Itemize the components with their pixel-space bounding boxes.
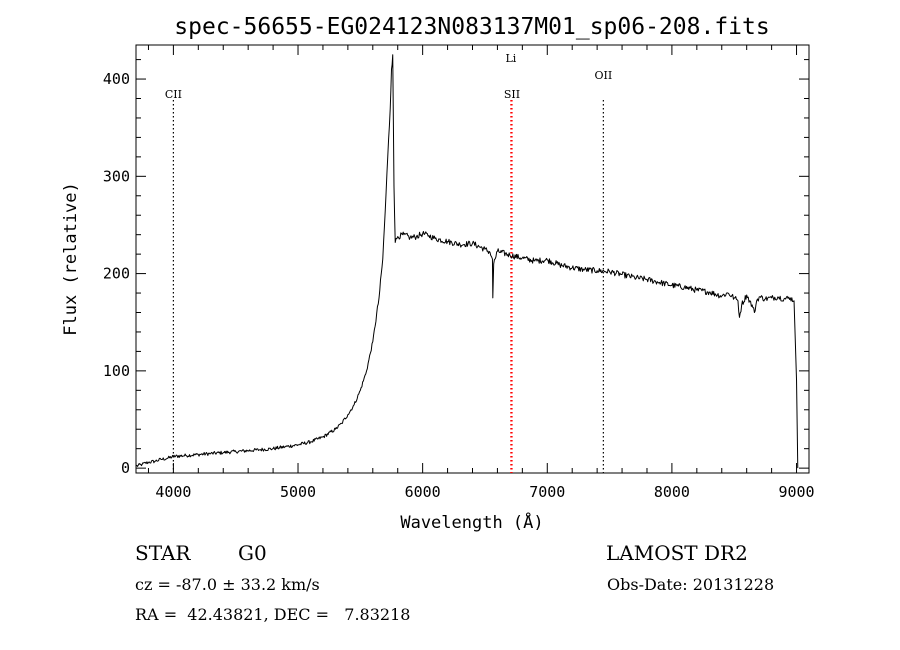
y-tick-label: 200 [103,265,130,283]
x-axis-label: Wavelength (Å) [400,511,543,533]
class-label: STAR [135,541,191,565]
annotation-labels: CII Li SII OII [165,52,612,101]
axis-ticks [136,45,809,473]
axis-tick-labels: 4000 5000 6000 7000 8000 9000 0 100 200 300 400 [103,70,815,501]
y-tick-label: 300 [103,167,130,185]
annotation-label-1: Li [505,52,516,65]
subclass-label: G0 [238,541,267,565]
y-tick-label: 0 [121,459,130,477]
x-tick-label: 7000 [529,483,565,501]
spectrum-line-0 [135,54,799,469]
y-tick-label: 100 [103,362,130,380]
obs-date-text: Obs-Date: 20131228 [607,575,775,594]
chart-title: spec-56655-EG024123N083137M01_sp06-208.f… [174,14,769,40]
x-tick-label: 6000 [405,483,441,501]
plot-frame [135,44,810,474]
annotation-label-3: OII [595,69,613,82]
y-tick-label: 400 [103,70,130,88]
annotation-label-0: CII [165,88,182,101]
survey-label: LAMOST DR2 [606,541,748,565]
x-tick-label: 4000 [155,483,191,501]
x-tick-label: 9000 [778,483,814,501]
annotation-lines [172,100,604,473]
x-tick-label: 8000 [654,483,690,501]
series-layer [135,54,799,469]
y-axis-label: Flux (relative) [61,182,81,336]
cz-text: cz = -87.0 ± 33.2 km/s [135,575,320,594]
annotation-label-2: SII [504,88,520,101]
coords-text: RA = 42.43821, DEC = 7.83218 [135,605,411,624]
x-tick-label: 5000 [280,483,316,501]
